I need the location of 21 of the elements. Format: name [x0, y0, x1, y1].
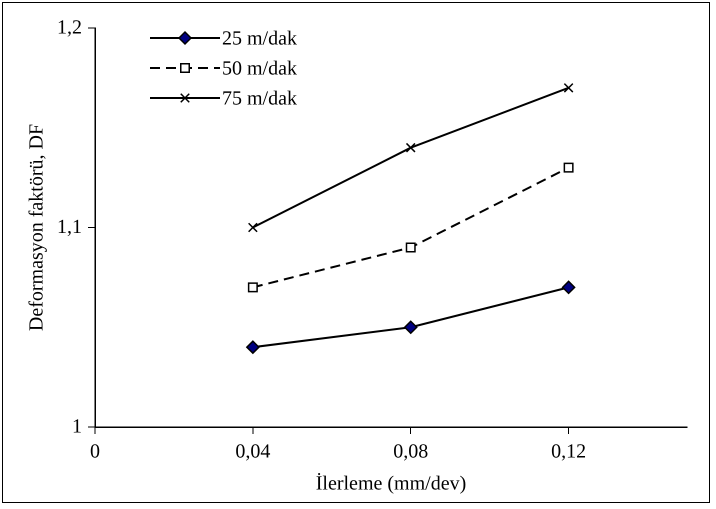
- point: [246, 340, 260, 354]
- point: [404, 320, 418, 334]
- y-tick-label: 1: [72, 415, 82, 438]
- point: [562, 280, 576, 294]
- point: [248, 282, 258, 292]
- point: [406, 142, 416, 153]
- legend-label: 75 m/dak: [222, 87, 297, 110]
- y-axis-title: Deformasyon faktörü, DF: [25, 124, 48, 332]
- x-tick-label: 0,04: [235, 440, 270, 462]
- legend-label: 25 m/dak: [222, 27, 297, 50]
- y-tick-label: 1,1: [57, 216, 82, 238]
- x-axis-title: İlerleme (mm/dev): [316, 472, 466, 494]
- x-tick-label: 0,12: [551, 440, 586, 462]
- point: [564, 162, 574, 173]
- x-tick-label: 0: [90, 440, 100, 462]
- x-tick-label: 0,08: [393, 440, 428, 462]
- y-tick-label: 1,2: [57, 16, 82, 38]
- point: [564, 82, 574, 93]
- legend-label: 50 m/dak: [222, 57, 297, 80]
- point: [406, 242, 416, 252]
- point: [248, 222, 258, 232]
